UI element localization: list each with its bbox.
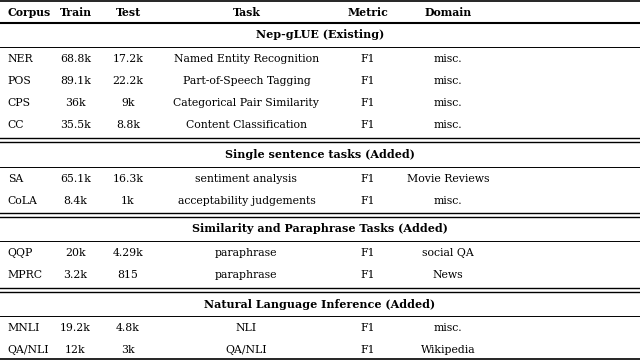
Text: 89.1k: 89.1k [60,76,91,86]
Text: F1: F1 [361,248,375,258]
Text: F1: F1 [361,54,375,64]
Text: Test: Test [115,6,141,18]
Text: 22.2k: 22.2k [113,76,143,86]
Text: Named Entity Recognition: Named Entity Recognition [174,54,319,64]
Text: social QA: social QA [422,248,474,258]
Text: CC: CC [8,120,24,130]
Text: 9k: 9k [121,98,135,108]
Text: F1: F1 [361,323,375,333]
Text: F1: F1 [361,98,375,108]
Text: 19.2k: 19.2k [60,323,91,333]
Text: Metric: Metric [348,6,388,18]
Text: 12k: 12k [65,345,86,355]
Text: NLI: NLI [236,323,257,333]
Text: Wikipedia: Wikipedia [420,345,476,355]
Text: Content Classification: Content Classification [186,120,307,130]
Text: paraphrase: paraphrase [215,270,278,280]
Text: misc.: misc. [434,120,462,130]
Text: Task: Task [232,6,260,18]
Text: SA: SA [8,174,23,184]
Text: News: News [433,270,463,280]
Text: 3.2k: 3.2k [63,270,88,280]
Text: CPS: CPS [8,98,31,108]
Text: sentiment analysis: sentiment analysis [195,174,298,184]
Text: Train: Train [60,6,92,18]
Text: 36k: 36k [65,98,86,108]
Text: F1: F1 [361,76,375,86]
Text: MPRC: MPRC [8,270,43,280]
Text: QQP: QQP [8,248,33,258]
Text: F1: F1 [361,174,375,184]
Text: Part-of-Speech Tagging: Part-of-Speech Tagging [182,76,310,86]
Text: 35.5k: 35.5k [60,120,91,130]
Text: misc.: misc. [434,196,462,206]
Text: Corpus: Corpus [8,6,51,18]
Text: 16.3k: 16.3k [113,174,143,184]
Text: 65.1k: 65.1k [60,174,91,184]
Text: 4.8k: 4.8k [116,323,140,333]
Text: 20k: 20k [65,248,86,258]
Text: 4.29k: 4.29k [113,248,143,258]
Text: Natural Language Inference (Added): Natural Language Inference (Added) [204,298,436,310]
Text: QA/NLI: QA/NLI [225,345,268,355]
Text: misc.: misc. [434,76,462,86]
Text: Movie Reviews: Movie Reviews [407,174,489,184]
Text: QA/NLI: QA/NLI [8,345,49,355]
Text: paraphrase: paraphrase [215,248,278,258]
Text: MNLI: MNLI [8,323,40,333]
Text: 17.2k: 17.2k [113,54,143,64]
Text: 8.8k: 8.8k [116,120,140,130]
Text: misc.: misc. [434,323,462,333]
Text: F1: F1 [361,120,375,130]
Text: 3k: 3k [121,345,135,355]
Text: Similarity and Paraphrase Tasks (Added): Similarity and Paraphrase Tasks (Added) [192,224,448,234]
Text: Nep-gLUE (Existing): Nep-gLUE (Existing) [256,30,384,40]
Text: CoLA: CoLA [8,196,38,206]
Text: misc.: misc. [434,98,462,108]
Text: 815: 815 [118,270,138,280]
Text: POS: POS [8,76,31,86]
Text: NER: NER [8,54,33,64]
Text: Domain: Domain [424,6,472,18]
Text: F1: F1 [361,345,375,355]
Text: 1k: 1k [121,196,135,206]
Text: Single sentence tasks (Added): Single sentence tasks (Added) [225,148,415,159]
Text: misc.: misc. [434,54,462,64]
Text: 8.4k: 8.4k [63,196,88,206]
Text: F1: F1 [361,196,375,206]
Text: acceptability judgements: acceptability judgements [177,196,316,206]
Text: 68.8k: 68.8k [60,54,91,64]
Text: Categorical Pair Similarity: Categorical Pair Similarity [173,98,319,108]
Text: F1: F1 [361,270,375,280]
